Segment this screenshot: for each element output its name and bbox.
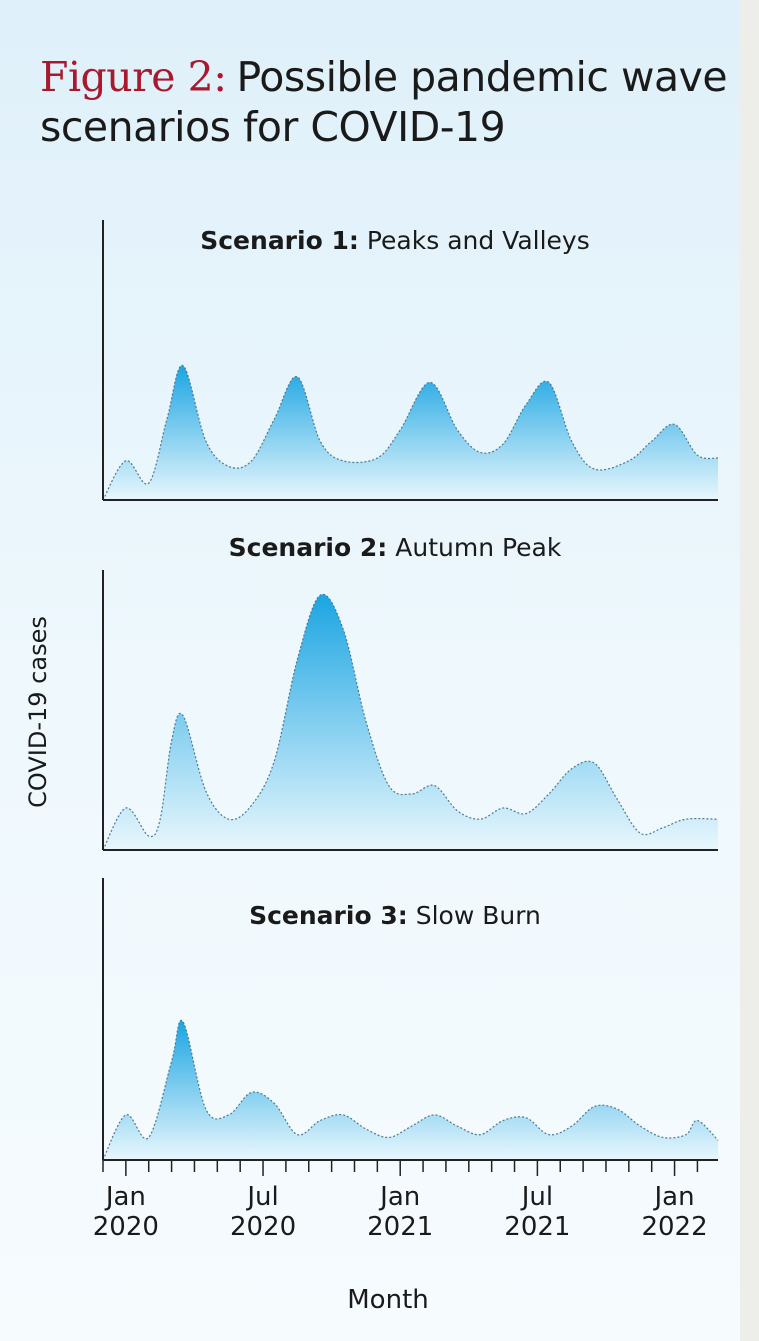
title-prefix: Figure 2: xyxy=(40,53,227,101)
area xyxy=(103,594,718,850)
area-outline xyxy=(102,1019,719,1161)
area xyxy=(103,365,718,500)
panel-label: Scenario 3: xyxy=(249,901,408,930)
area xyxy=(103,1020,718,1160)
x-tick-label: Jan 2022 xyxy=(641,1182,708,1242)
panel-label: Scenario 1: xyxy=(200,226,359,255)
x-tick-label: Jul 2021 xyxy=(504,1182,571,1242)
title-text: Possible pandemic wave scenarios for COV… xyxy=(40,53,728,151)
x-axis-label: Month xyxy=(347,1285,429,1315)
figure-title: Figure 2: Possible pandemic wave scenario… xyxy=(40,52,730,152)
panel-title: Slow Burn xyxy=(416,901,541,930)
panel-label: Scenario 2: xyxy=(229,533,388,562)
side-strip xyxy=(740,0,759,1341)
x-tick-label: Jul 2020 xyxy=(229,1182,297,1242)
panel-title: Peaks and Valleys xyxy=(367,226,590,255)
area-outline xyxy=(102,364,719,501)
panel-title: Autumn Peak xyxy=(395,533,562,562)
x-tick-label: Jan 2021 xyxy=(367,1182,434,1242)
area-outline xyxy=(102,593,719,851)
x-tick-label: Jan 2020 xyxy=(92,1182,159,1242)
